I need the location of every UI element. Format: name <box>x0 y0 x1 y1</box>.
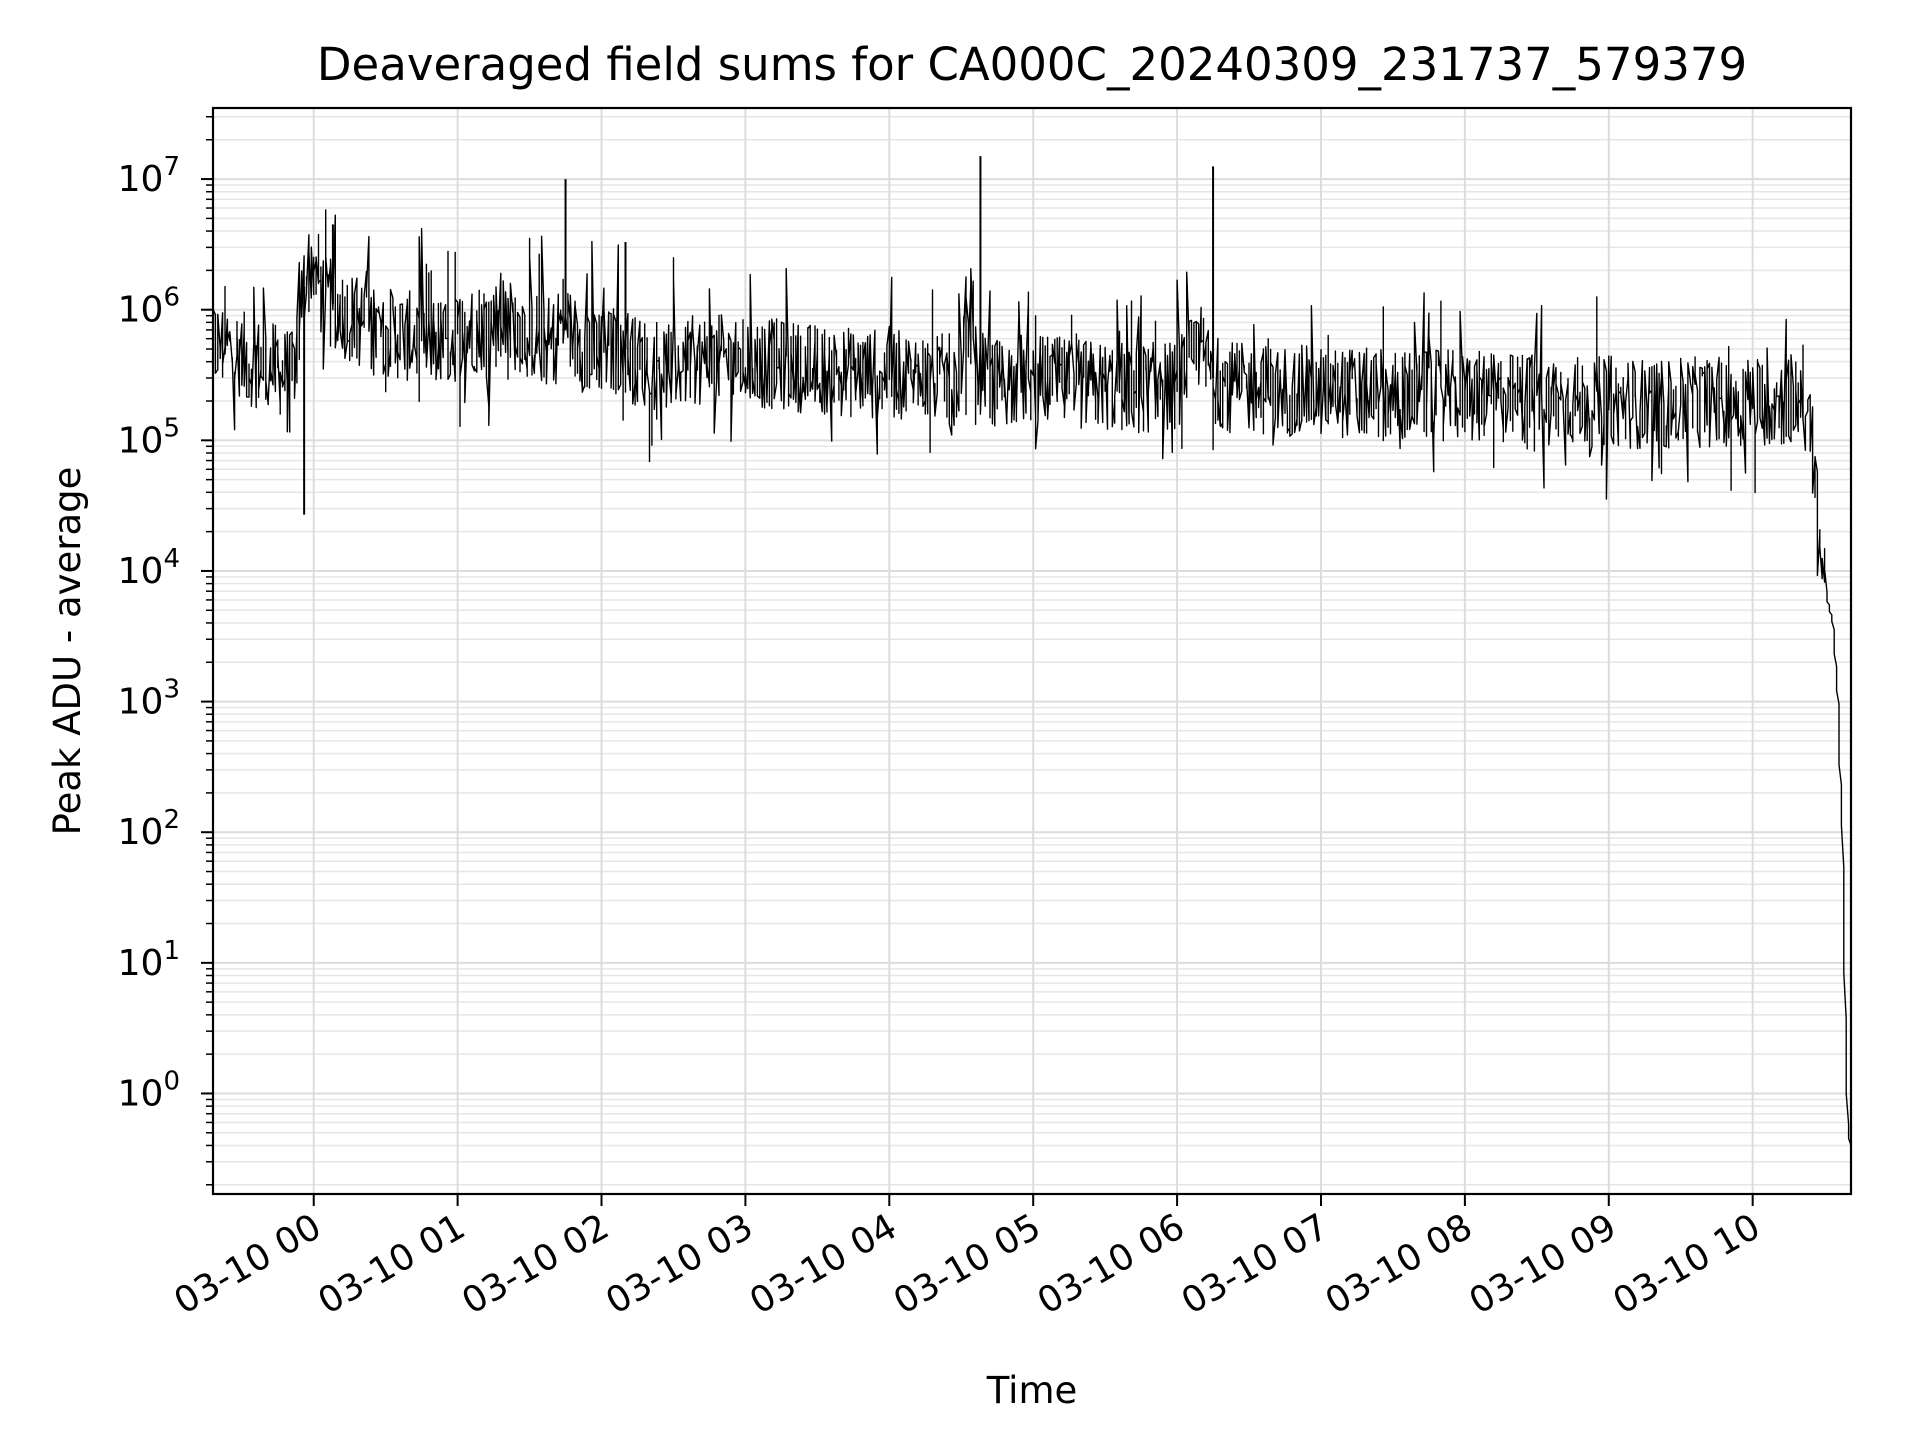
grid-lines <box>213 108 1851 1194</box>
axes-frame <box>211 106 1853 1196</box>
chart-title: Deaveraged field sums for CA000C_2024030… <box>317 38 1747 91</box>
y-tick-label: 106 <box>118 283 180 331</box>
x-axis-label: Time <box>986 1369 1078 1412</box>
plot-area <box>212 156 1852 1146</box>
y-tick-label: 104 <box>118 544 180 592</box>
y-tick-label: 100 <box>118 1066 180 1114</box>
y-axis-label: Peak ADU - average <box>46 467 89 836</box>
series-line <box>212 209 1852 1146</box>
y-tick-label: 103 <box>118 675 180 723</box>
y-tick-label: 101 <box>118 936 180 984</box>
y-tick-label: 107 <box>118 152 180 200</box>
y-tick-label: 102 <box>118 805 180 853</box>
y-tick-label: 105 <box>118 413 180 461</box>
